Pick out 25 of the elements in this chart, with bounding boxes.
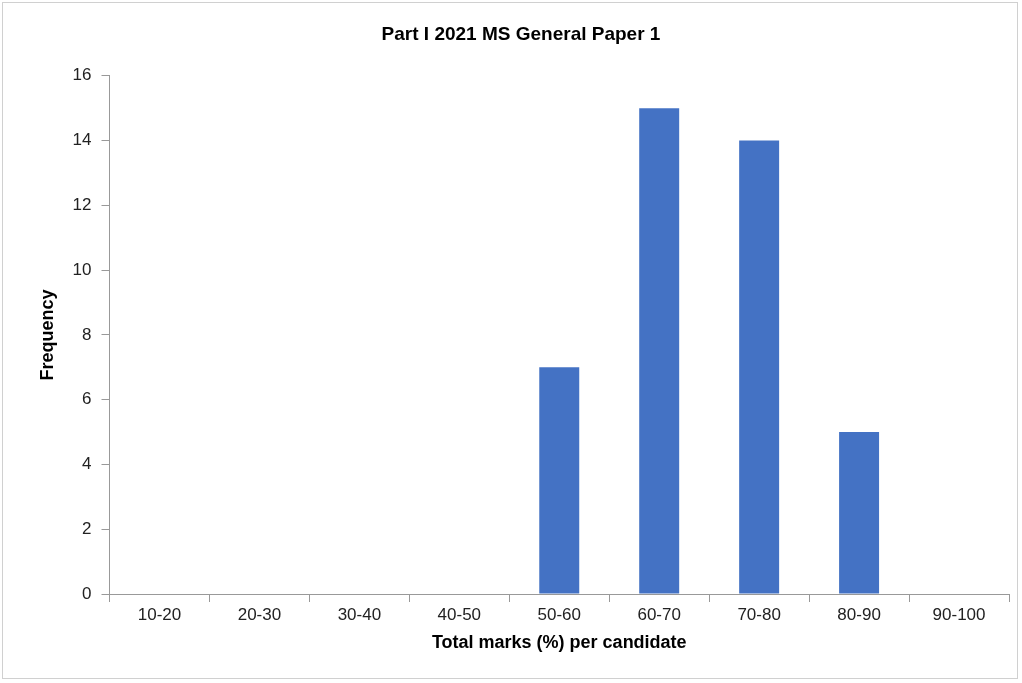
x-tick-label: 30-40	[337, 604, 382, 624]
bar	[539, 367, 580, 594]
chart-title: Part I 2021 MS General Paper 1	[381, 22, 661, 44]
bar	[839, 432, 880, 594]
y-tick-label: 10	[72, 259, 92, 279]
x-tick-label: 20-30	[237, 604, 282, 624]
x-tick-label: 60-70	[637, 604, 681, 624]
x-axis-title: Total marks (%) per candidate	[431, 632, 687, 653]
y-tick-label: 12	[72, 195, 92, 215]
y-axis-title: Frequency	[36, 289, 57, 381]
y-tick-label: 8	[82, 324, 92, 344]
y-tick-label: 6	[82, 389, 92, 409]
x-tick-label: 50-60	[537, 604, 581, 624]
bar	[639, 108, 680, 594]
y-tick-label: 2	[82, 518, 92, 538]
x-tick-label: 40-50	[437, 604, 482, 624]
y-tick-label: 14	[72, 130, 92, 150]
y-tick-label: 4	[82, 454, 92, 474]
x-tick-label: 90-100	[932, 604, 986, 624]
x-tick-label: 10-20	[137, 604, 182, 624]
y-tick-label: 0	[82, 583, 92, 603]
x-tick-label: 80-90	[837, 604, 881, 624]
x-tick-label: 70-80	[737, 604, 781, 624]
bar	[739, 140, 780, 594]
y-tick-label: 16	[72, 65, 92, 85]
